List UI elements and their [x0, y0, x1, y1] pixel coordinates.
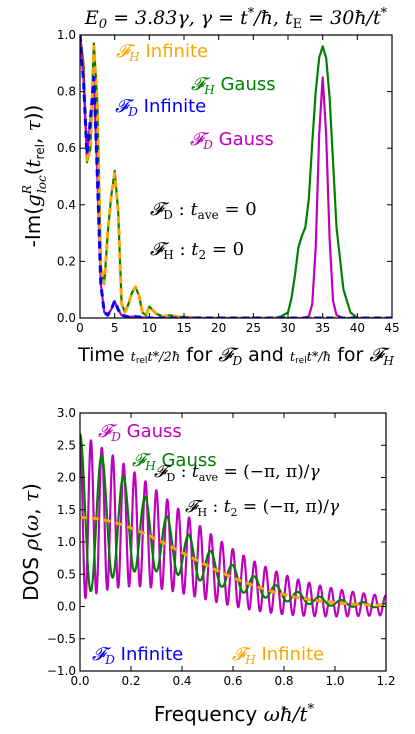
- top-y-tick-label: 0.6: [57, 141, 76, 155]
- bottom-series-hgauss: [80, 433, 386, 609]
- bottom-annotation-fh: 𝓕H : t2 = (−π, π)/γ: [185, 497, 340, 519]
- top-label-fd-gauss: 𝓕D Gauss: [190, 129, 274, 152]
- bottom-x-tick-label: 0.4: [172, 674, 191, 688]
- top-series-dinfinite: [80, 35, 392, 318]
- top-x-tick-label: 30: [280, 321, 295, 335]
- bottom-y-tick-label: −0.5: [47, 632, 76, 646]
- top-label-fh-gauss: 𝓕H Gauss: [191, 74, 276, 97]
- bottom-y-tick-label: −1.0: [47, 664, 76, 678]
- bottom-label-fh-gauss: 𝓕H Gauss: [132, 450, 217, 473]
- top-y-tick-label: 0.4: [57, 198, 76, 212]
- bottom-x-axis-label: Frequency ωħ/t*: [154, 702, 315, 726]
- bottom-series-hinfinite: [80, 515, 386, 608]
- bottom-x-tick-label: 1.0: [325, 674, 344, 688]
- top-chart-ticks: 0 5 10 15 20 25 30 35 40 45 0.0 0.2 0.4 0.6 0.8 1.0: [57, 28, 400, 335]
- top-series-hinfinite: [80, 35, 392, 318]
- bottom-y-tick-label: 2.5: [57, 438, 76, 452]
- bottom-x-tick-label: 0.8: [274, 674, 293, 688]
- bottom-x-tick-label: 0.6: [223, 674, 242, 688]
- top-x-tick-label: 5: [111, 321, 119, 335]
- bottom-x-tick-label: 0.0: [70, 674, 89, 688]
- bottom-chart-ticks: 0.0 0.2 0.4 0.6 0.8 1.0 1.2 −1.0 −0.5 0.0 0.5 1.0 1.…: [47, 406, 396, 688]
- bottom-x-tick-label: 1.2: [376, 674, 395, 688]
- top-annotation-fd: 𝓕D : tave = 0: [150, 199, 257, 222]
- bottom-annotation-fd: 𝓕D : tave = (−π, π)/γ: [154, 462, 321, 484]
- top-x-tick-label: 35: [315, 321, 330, 335]
- top-y-tick-label: 0.8: [57, 85, 76, 99]
- top-x-tick-label: 15: [176, 321, 191, 335]
- bottom-chart-series: [80, 433, 386, 618]
- top-x-tick-label: 45: [384, 321, 399, 335]
- top-y-axis-label: -Im(gRloc(trel, τ)): [20, 105, 49, 248]
- bottom-y-tick-label: 1.5: [57, 503, 76, 517]
- top-annotation-fh: 𝓕H : t2 = 0: [150, 239, 244, 262]
- bottom-label-fd-gauss: 𝓕D Gauss: [98, 421, 182, 444]
- top-x-tick-label: 10: [142, 321, 157, 335]
- bottom-y-tick-label: 0.5: [57, 567, 76, 581]
- top-label-fh-infinite: 𝓕H Infinite: [116, 41, 208, 64]
- top-chart-frame: [79, 34, 393, 319]
- top-y-tick-label: 0.0: [57, 311, 76, 325]
- bottom-x-tick-label: 0.2: [121, 674, 140, 688]
- top-label-fd-infinite: 𝓕D Infinite: [115, 96, 206, 119]
- bottom-y-axis-label: DOS ρ(ω, τ): [19, 483, 43, 601]
- bottom-y-tick-label: 1.0: [57, 535, 76, 549]
- top-x-tick-label: 20: [211, 321, 226, 335]
- top-y-tick-label: 1.0: [57, 28, 76, 42]
- bottom-label-fd-infinite: 𝓕D Infinite: [92, 644, 183, 667]
- top-chart-title: E0 = 3.83γ, γ = t*/ħ, tE = 30ħ/t*: [84, 6, 388, 32]
- bottom-label-fh-infinite: 𝓕H Infinite: [232, 644, 324, 667]
- bottom-y-tick-label: 0.0: [57, 600, 76, 614]
- top-x-tick-label: 40: [350, 321, 365, 335]
- top-x-tick-label: 25: [246, 321, 261, 335]
- top-x-tick-label: 0: [76, 321, 84, 335]
- top-chart-series: [80, 35, 392, 318]
- top-x-axis-label: Time trelt*/2ħ for 𝓕D and trelt*/ħ for 𝓕…: [77, 344, 394, 368]
- bottom-y-tick-label: 3.0: [57, 406, 76, 420]
- bottom-y-tick-label: 2.0: [57, 471, 76, 485]
- top-y-tick-label: 0.2: [57, 254, 76, 268]
